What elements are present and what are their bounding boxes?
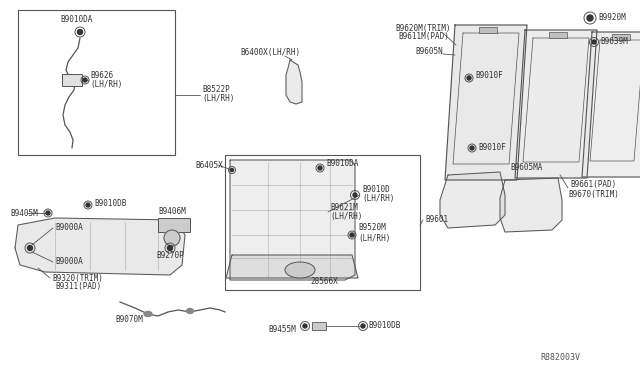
Circle shape <box>83 78 87 82</box>
Text: R882003V: R882003V <box>540 353 580 362</box>
Text: B9010D: B9010D <box>362 186 390 195</box>
Polygon shape <box>15 218 185 275</box>
Circle shape <box>46 211 50 215</box>
Polygon shape <box>515 30 597 178</box>
Text: B9405M: B9405M <box>10 208 38 218</box>
Text: B9000A: B9000A <box>55 224 83 232</box>
Circle shape <box>230 169 234 171</box>
Text: B9455M: B9455M <box>268 326 296 334</box>
Polygon shape <box>440 172 505 228</box>
Text: B9311(PAD): B9311(PAD) <box>55 282 101 291</box>
Bar <box>549 32 567 38</box>
Text: (LH/RH): (LH/RH) <box>330 212 362 221</box>
Circle shape <box>86 203 90 207</box>
Circle shape <box>77 29 83 35</box>
Text: B9601: B9601 <box>425 215 448 224</box>
Circle shape <box>318 166 322 170</box>
Bar <box>479 27 497 33</box>
Polygon shape <box>500 178 562 232</box>
Text: B9626: B9626 <box>90 71 113 80</box>
Text: B9611M(PAD): B9611M(PAD) <box>398 32 449 42</box>
Bar <box>612 34 630 40</box>
Circle shape <box>587 15 593 21</box>
Text: B9406M: B9406M <box>158 208 186 217</box>
Text: B9605MA: B9605MA <box>510 164 542 173</box>
Circle shape <box>470 146 474 150</box>
Circle shape <box>28 246 33 250</box>
Circle shape <box>353 193 357 197</box>
Bar <box>225 155 420 290</box>
Text: (LH/RH): (LH/RH) <box>358 234 390 243</box>
Bar <box>18 10 175 155</box>
Text: (LH/RH): (LH/RH) <box>362 193 394 202</box>
Circle shape <box>350 233 354 237</box>
Bar <box>312 322 326 330</box>
Text: B9000A: B9000A <box>55 257 83 266</box>
Bar <box>62 74 82 86</box>
Text: B6405X: B6405X <box>195 160 223 170</box>
Text: (LH/RH): (LH/RH) <box>90 80 122 89</box>
Ellipse shape <box>285 262 315 278</box>
Text: B9621M: B9621M <box>330 203 358 212</box>
Circle shape <box>164 230 180 246</box>
Text: B9070M: B9070M <box>115 315 143 324</box>
Text: B9661(PAD): B9661(PAD) <box>570 180 616 189</box>
Text: B9270P: B9270P <box>156 250 184 260</box>
Text: B9010DB: B9010DB <box>368 321 401 330</box>
Text: B9010DA: B9010DA <box>326 160 358 169</box>
Text: B9605N: B9605N <box>415 48 443 57</box>
Bar <box>158 218 190 232</box>
Text: B6400X(LH/RH): B6400X(LH/RH) <box>240 48 300 57</box>
Circle shape <box>168 246 173 250</box>
Text: B9670(TRIM): B9670(TRIM) <box>568 189 619 199</box>
Text: B9520M: B9520M <box>358 224 386 232</box>
Text: (LH/RH): (LH/RH) <box>202 93 234 103</box>
Text: B9010DB: B9010DB <box>94 199 126 208</box>
Text: B9920M: B9920M <box>598 13 626 22</box>
Circle shape <box>361 324 365 328</box>
Ellipse shape <box>144 311 152 317</box>
Text: B9639M: B9639M <box>600 38 628 46</box>
Polygon shape <box>230 160 355 280</box>
Text: B9320(TRIM): B9320(TRIM) <box>52 273 103 282</box>
Circle shape <box>592 40 596 44</box>
Text: B9010F: B9010F <box>478 144 506 153</box>
Polygon shape <box>286 60 302 104</box>
Ellipse shape <box>186 308 193 314</box>
Text: B9010DA: B9010DA <box>60 16 92 25</box>
Circle shape <box>303 324 307 328</box>
Text: B8522P: B8522P <box>202 86 230 94</box>
Polygon shape <box>582 32 640 177</box>
Polygon shape <box>445 25 527 180</box>
Text: 28566X: 28566X <box>310 278 338 286</box>
Text: B9010F: B9010F <box>475 71 503 80</box>
Text: B9620M(TRIM): B9620M(TRIM) <box>395 23 451 32</box>
Circle shape <box>467 76 471 80</box>
Polygon shape <box>226 255 358 278</box>
